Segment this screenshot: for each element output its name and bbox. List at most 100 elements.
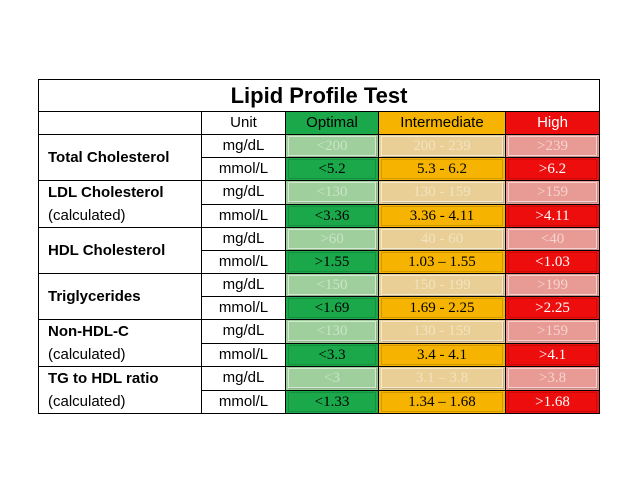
high-cell: >2.25 <box>504 296 601 320</box>
optimal-cell-value: <130 <box>288 182 376 203</box>
parameter-cell-non-hdl-c: Non-HDL-C (calculated) <box>38 319 202 367</box>
optimal-cell-value: >60 <box>288 229 376 249</box>
optimal-cell-value: <1.33 <box>288 391 376 412</box>
high-cell-value: >159 <box>508 182 598 203</box>
intermediate-cell: 150 - 199 <box>378 273 506 297</box>
parameter-subtitle: (calculated) <box>48 346 126 363</box>
intermediate-cell-value: 200 - 239 <box>381 136 503 156</box>
table-row: Triglycerides mg/dL <150 150 - 199 >199 <box>38 273 601 320</box>
high-cell: >199 <box>504 273 601 297</box>
high-cell-value: >3.8 <box>508 368 598 389</box>
optimal-header: Optimal <box>285 111 379 135</box>
optimal-cell: <5.2 <box>285 157 379 181</box>
table-row: Non-HDL-C (calculated) mg/dL <130 130 - 159 >… <box>38 319 601 367</box>
table-row: LDL Cholesterol (calculated) mg/dL <130 130 … <box>38 180 601 228</box>
high-cell: >4.1 <box>504 342 601 367</box>
parameter-name: Non-HDL-C <box>48 323 129 340</box>
unit-cell: mg/dL <box>201 227 286 251</box>
intermediate-cell: 130 - 159 <box>378 180 506 205</box>
title-row: Lipid Profile Test <box>37 79 601 112</box>
high-cell-value: >4.11 <box>508 205 598 226</box>
intermediate-header: Intermediate <box>378 111 506 135</box>
optimal-cell: <1.69 <box>285 296 379 320</box>
optimal-cell: <1.33 <box>285 389 379 414</box>
parameter-header-blank <box>38 111 202 135</box>
unit-cell: mg/dL <box>201 366 286 391</box>
unit-cell: mmol/L <box>201 389 286 414</box>
intermediate-cell-value: 1.34 – 1.68 <box>381 391 503 412</box>
optimal-cell: <3.3 <box>285 342 379 367</box>
intermediate-cell: 200 - 239 <box>378 134 506 158</box>
high-cell: >159 <box>504 180 601 205</box>
unit-cell: mg/dL <box>201 319 286 344</box>
optimal-cell: >60 <box>285 227 379 251</box>
optimal-cell-value: <3.36 <box>288 205 376 226</box>
optimal-cell-value: >1.55 <box>288 252 376 272</box>
optimal-cell-value: <150 <box>288 275 376 295</box>
intermediate-cell-value: 1.03 – 1.55 <box>381 252 503 272</box>
intermediate-cell-value: 150 - 199 <box>381 275 503 295</box>
intermediate-cell: 1.34 – 1.68 <box>378 389 506 414</box>
intermediate-cell: 3.36 - 4.11 <box>378 203 506 228</box>
high-cell: >239 <box>504 134 601 158</box>
high-cell-value: >159 <box>508 321 598 342</box>
optimal-cell: <150 <box>285 273 379 297</box>
parameter-name: Triglycerides <box>48 288 141 305</box>
unit-cell: mg/dL <box>201 180 286 205</box>
table-title: Lipid Profile Test <box>37 79 601 112</box>
high-cell-value: <1.03 <box>508 252 598 272</box>
high-cell: <40 <box>504 227 601 251</box>
intermediate-cell: 3.1 – 3.8 <box>378 366 506 391</box>
unit-cell: mg/dL <box>201 273 286 297</box>
unit-cell: mmol/L <box>201 250 286 274</box>
high-cell-value: >2.25 <box>508 298 598 318</box>
intermediate-cell-value: 3.4 - 4.1 <box>381 344 503 365</box>
parameter-name: TG to HDL ratio <box>48 370 159 387</box>
optimal-cell-value: <1.69 <box>288 298 376 318</box>
optimal-cell-value: <200 <box>288 136 376 156</box>
parameter-cell-hdl-cholesterol: HDL Cholesterol <box>38 227 202 274</box>
table-row: TG to HDL ratio (calculated) mg/dL <3 3.1 – … <box>38 366 601 414</box>
high-cell: >3.8 <box>504 366 601 391</box>
optimal-cell: >1.55 <box>285 250 379 274</box>
intermediate-cell: 5.3 - 6.2 <box>378 157 506 181</box>
parameter-name: LDL Cholesterol <box>48 184 164 201</box>
parameter-name: Total Cholesterol <box>48 149 170 166</box>
intermediate-cell: 1.03 – 1.55 <box>378 250 506 274</box>
table-row: mmol/L <5.2 5.3 - 6.2 >6.2 <box>39 157 601 181</box>
lipid-profile-table: Lipid Profile Test Unit Optimal Intermed… <box>37 79 601 414</box>
unit-cell: mmol/L <box>201 296 286 320</box>
high-cell-value: >199 <box>508 275 598 295</box>
high-cell: >1.68 <box>504 389 601 414</box>
intermediate-cell-value: 3.36 - 4.11 <box>381 205 503 226</box>
unit-cell: mg/dL <box>201 134 286 158</box>
high-cell-value: <40 <box>508 229 598 249</box>
table-row: mmol/L <1.33 1.34 – 1.68 >1.68 <box>39 389 601 414</box>
high-cell-value: >1.68 <box>508 391 598 412</box>
table-row: HDL Cholesterol mg/dL >60 40 - 60 <40 <box>38 227 601 274</box>
parameter-cell-tg-to-hdl-ratio: TG to HDL ratio (calculated) <box>38 366 202 414</box>
unit-cell: mmol/L <box>201 342 286 367</box>
high-cell-value: >239 <box>508 136 598 156</box>
high-cell: >6.2 <box>504 157 601 181</box>
high-cell-value: >6.2 <box>508 159 598 179</box>
intermediate-cell: 1.69 - 2.25 <box>378 296 506 320</box>
high-cell: >159 <box>504 319 601 344</box>
high-cell: <1.03 <box>504 250 601 274</box>
intermediate-cell-value: 40 - 60 <box>381 229 503 249</box>
header-row: Unit Optimal Intermediate High <box>38 111 601 135</box>
unit-cell: mmol/L <box>201 157 286 181</box>
intermediate-cell-value: 1.69 - 2.25 <box>381 298 503 318</box>
table-row: Total Cholesterol mg/dL <200 200 - 239 >239 <box>38 134 601 181</box>
optimal-cell: <200 <box>285 134 379 158</box>
optimal-cell-value: <5.2 <box>288 159 376 179</box>
unit-header: Unit <box>201 111 286 135</box>
parameter-subtitle: (calculated) <box>48 393 126 410</box>
intermediate-cell: 3.4 - 4.1 <box>378 342 506 367</box>
table-row: mmol/L <1.69 1.69 - 2.25 >2.25 <box>39 296 601 320</box>
optimal-cell: <3.36 <box>285 203 379 228</box>
high-cell-value: >4.1 <box>508 344 598 365</box>
intermediate-cell: 130 - 159 <box>378 319 506 344</box>
high-header: High <box>504 111 601 135</box>
intermediate-cell-value: 5.3 - 6.2 <box>381 159 503 179</box>
